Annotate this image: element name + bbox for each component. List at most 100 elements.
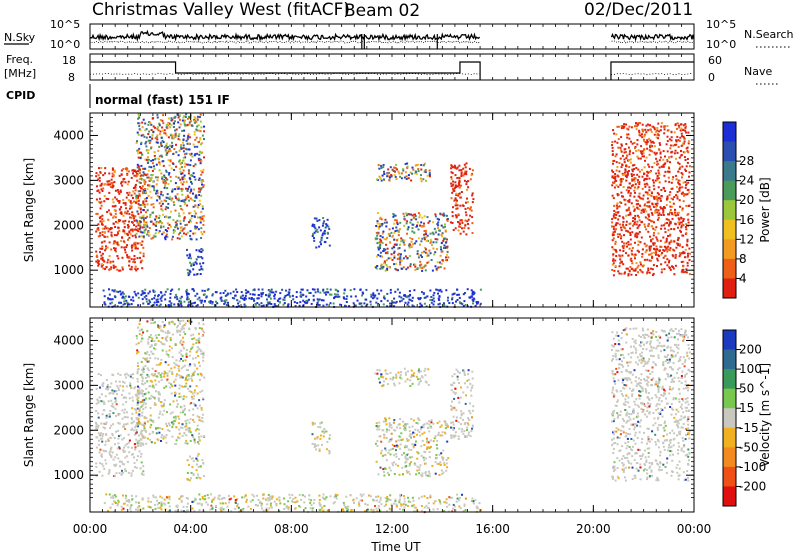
echo-cell xyxy=(236,299,239,302)
echo-cell xyxy=(655,130,658,133)
echo-cell xyxy=(670,197,673,200)
echo-cell xyxy=(160,154,163,157)
echo-cell xyxy=(397,234,400,237)
echo-cell xyxy=(159,427,161,430)
echo-cell xyxy=(147,152,150,154)
echo-cell xyxy=(153,321,156,324)
echo-cell xyxy=(438,295,441,298)
echo-cell xyxy=(123,222,126,225)
echo-cell xyxy=(134,466,136,469)
echo-cell xyxy=(162,330,165,333)
echo-cell xyxy=(136,442,139,445)
echo-cell xyxy=(325,293,327,296)
echo-cell xyxy=(108,172,111,175)
echo-cell xyxy=(168,172,171,174)
echo-cell xyxy=(158,363,161,366)
echo-cell xyxy=(262,304,265,307)
echo-cell xyxy=(163,293,166,296)
echo-cell xyxy=(175,373,178,376)
echo-cell xyxy=(179,426,182,429)
echo-cell xyxy=(133,170,136,173)
echo-cell xyxy=(450,164,453,166)
echo-cell xyxy=(133,200,135,203)
echo-cell xyxy=(648,219,651,221)
echo-cell xyxy=(678,189,681,192)
echo-cell xyxy=(669,191,672,194)
echo-cell xyxy=(142,252,145,255)
echo-cell xyxy=(136,425,139,428)
echo-cell xyxy=(458,169,461,172)
echo-cell xyxy=(188,321,191,324)
echo-cell xyxy=(679,253,682,256)
echo-cell xyxy=(344,304,346,307)
echo-cell xyxy=(178,436,181,439)
echo-cell xyxy=(419,224,421,227)
echo-cell xyxy=(197,338,200,341)
echo-cell xyxy=(121,438,124,441)
echo-cell xyxy=(101,440,104,443)
echo-cell xyxy=(196,118,199,121)
echo-cell xyxy=(623,173,626,176)
echo-cell xyxy=(157,416,160,419)
echo-cell xyxy=(620,229,623,232)
echo-cell xyxy=(391,168,394,171)
echo-cell xyxy=(392,421,395,424)
echo-cell xyxy=(122,168,125,170)
echo-cell xyxy=(107,258,110,261)
echo-cell xyxy=(125,423,128,426)
echo-cell xyxy=(197,436,200,438)
echo-cell xyxy=(376,220,379,223)
echo-cell xyxy=(375,231,378,234)
echo-cell xyxy=(196,292,199,295)
echo-cell xyxy=(304,302,307,305)
echo-cell xyxy=(657,172,660,175)
echo-cell xyxy=(199,138,202,141)
echo-cell xyxy=(140,442,143,445)
echo-cell xyxy=(101,437,104,440)
echo-cell xyxy=(464,304,467,306)
echo-cell xyxy=(113,174,115,177)
echo-cell xyxy=(192,205,195,208)
echo-cell xyxy=(109,392,112,394)
echo-cell xyxy=(162,213,165,216)
echo-cell xyxy=(651,213,654,216)
echo-cell xyxy=(426,437,428,440)
echo-cell xyxy=(134,266,137,269)
echo-cell xyxy=(117,372,120,375)
echo-cell xyxy=(316,231,319,233)
echo-cell xyxy=(142,366,145,369)
echo-cell xyxy=(675,246,678,249)
echo-cell xyxy=(684,226,687,228)
echo-cell xyxy=(328,244,331,247)
echo-cell xyxy=(139,251,142,254)
echo-cell xyxy=(141,267,144,270)
echo-cell xyxy=(629,161,632,164)
echo-cell xyxy=(187,378,190,381)
echo-cell xyxy=(277,299,280,302)
echo-cell xyxy=(194,261,197,264)
echo-cell xyxy=(187,256,190,259)
echo-cell xyxy=(377,232,380,235)
echo-cell xyxy=(465,183,468,186)
echo-cell xyxy=(675,143,678,146)
echo-cell xyxy=(382,420,385,423)
echo-cell xyxy=(253,288,256,291)
echo-cell xyxy=(211,302,214,305)
echo-cell xyxy=(422,266,425,269)
echo-cell xyxy=(628,182,631,185)
echo-cell xyxy=(395,268,398,271)
echo-cell xyxy=(124,251,127,254)
echo-cell xyxy=(166,424,168,427)
echo-cell xyxy=(156,179,159,182)
freq-panel-frame xyxy=(89,53,695,81)
echo-cell xyxy=(101,214,104,217)
echo-cell xyxy=(127,374,130,377)
echo-cell xyxy=(643,148,646,151)
echo-cell xyxy=(156,127,159,130)
echo-cell xyxy=(325,223,328,226)
echo-cell xyxy=(119,374,122,376)
echo-cell xyxy=(395,449,397,452)
echo-cell xyxy=(678,156,681,159)
echo-cell xyxy=(270,303,273,305)
echo-cell xyxy=(646,140,649,143)
